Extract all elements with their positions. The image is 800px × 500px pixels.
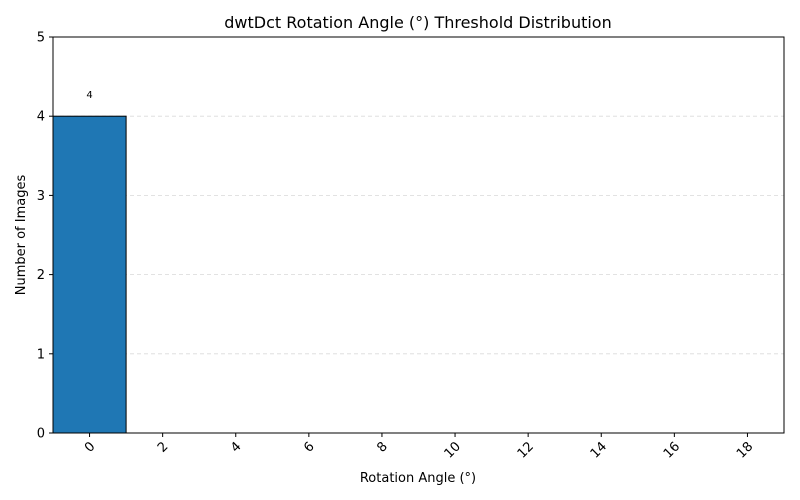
x-tick-label: 2 [155, 439, 171, 455]
data-label: 4 [86, 90, 92, 101]
x-tick-label: 14 [588, 439, 610, 461]
x-tick-label: 12 [515, 439, 537, 461]
chart-title: dwtDct Rotation Angle (°) Threshold Dist… [224, 13, 611, 32]
x-tick-label: 6 [301, 439, 317, 455]
y-tick-label: 1 [37, 347, 45, 362]
y-axis-ticks: 0 1 2 3 4 5 [37, 31, 53, 442]
x-axis-ticks: 0 2 4 6 8 10 12 14 16 18 [82, 433, 756, 462]
x-tick-label: 18 [734, 439, 756, 461]
y-tick-label: 4 [37, 110, 45, 125]
x-tick-label: 8 [374, 439, 390, 455]
y-tick-label: 2 [37, 268, 45, 283]
y-tick-label: 5 [37, 31, 45, 46]
x-tick-label: 10 [442, 439, 464, 461]
x-axis-label: Rotation Angle (°) [360, 471, 476, 486]
y-tick-label: 0 [37, 427, 45, 442]
y-axis-label: Number of Images [14, 175, 29, 296]
bar [52, 115, 127, 434]
grid-lines [53, 115, 784, 355]
plot-frame [52, 36, 785, 434]
x-tick-label: 0 [82, 439, 98, 455]
x-tick-label: 4 [228, 439, 244, 455]
y-tick-label: 3 [37, 189, 45, 204]
data-labels: 4 [86, 90, 92, 101]
x-tick-label: 16 [661, 439, 683, 461]
